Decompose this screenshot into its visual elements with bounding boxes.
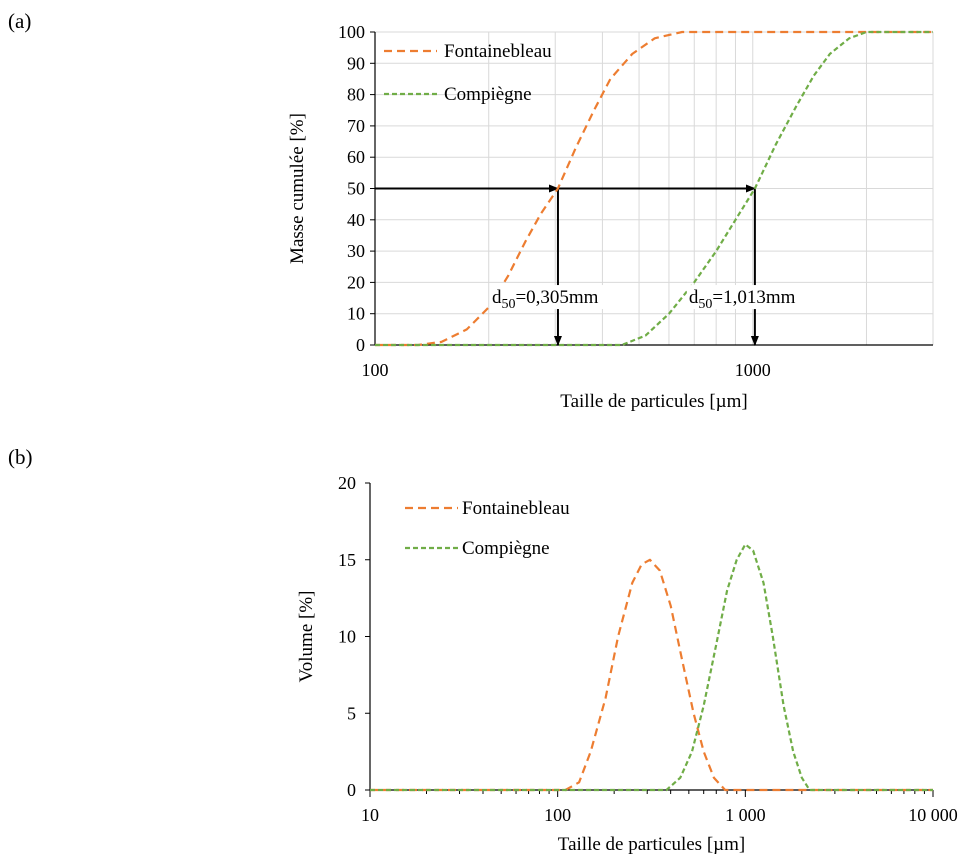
y-tick-label: 40 bbox=[347, 210, 365, 230]
y-tick-label: 60 bbox=[347, 147, 365, 167]
y-tick-label: 50 bbox=[347, 179, 365, 199]
annotation-label: d50=1,013mm bbox=[689, 287, 796, 312]
series-line-compiegne bbox=[370, 543, 933, 792]
y-tick-label: 5 bbox=[347, 703, 356, 723]
panel-label: (b) bbox=[8, 445, 33, 469]
series-line-fontainebleau bbox=[370, 558, 933, 792]
y-tick-label: 20 bbox=[338, 473, 356, 493]
y-tick-label: 70 bbox=[347, 116, 365, 136]
panel-label: (a) bbox=[8, 9, 31, 33]
y-tick-label: 90 bbox=[347, 53, 365, 73]
x-tick-label: 10 000 bbox=[908, 805, 958, 825]
annotation-label-bg bbox=[489, 285, 630, 310]
x-axis-title: Taille de particules [µm] bbox=[558, 834, 745, 855]
y-tick-label: 80 bbox=[347, 85, 365, 105]
legend-label: Fontainebleau bbox=[444, 41, 552, 62]
x-tick-label: 100 bbox=[362, 360, 389, 380]
y-tick-label: 0 bbox=[347, 780, 356, 800]
y-axis-title: Volume [%] bbox=[296, 591, 317, 683]
annotation-label-bg bbox=[686, 285, 827, 310]
y-tick-label: 15 bbox=[338, 550, 356, 570]
y-tick-label: 20 bbox=[347, 272, 365, 292]
x-tick-label: 100 bbox=[544, 805, 571, 825]
x-tick-label: 1000 bbox=[735, 360, 771, 380]
annotation-label: d50=0,305mm bbox=[492, 287, 599, 312]
legend-label: Compiègne bbox=[444, 84, 532, 105]
x-tick-label: 10 bbox=[361, 805, 379, 825]
x-axis-title: Taille de particules [µm] bbox=[560, 391, 747, 412]
y-tick-label: 30 bbox=[347, 241, 365, 261]
chart-panel-b: (b) 0 5 10 15 20 10 100 1 000 10 000 Taille de par… bbox=[8, 445, 958, 855]
x-tick-label: 1 000 bbox=[725, 805, 766, 825]
series-line-compiegne bbox=[375, 30, 933, 347]
legend-label: Fontainebleau bbox=[462, 498, 570, 519]
chart-panel-a: (a) 0 10 20 30 40 50 60 70 80 90 100 100 1000 Taille d… bbox=[8, 9, 934, 412]
axes bbox=[369, 483, 933, 791]
legend-label: Compiègne bbox=[462, 538, 550, 559]
y-axis-title: Masse cumulée [%] bbox=[287, 113, 308, 264]
y-tick-label: 10 bbox=[347, 304, 365, 324]
y-tick-label: 10 bbox=[338, 627, 356, 647]
y-tick-label: 100 bbox=[338, 22, 365, 42]
y-tick-label: 0 bbox=[356, 335, 365, 355]
